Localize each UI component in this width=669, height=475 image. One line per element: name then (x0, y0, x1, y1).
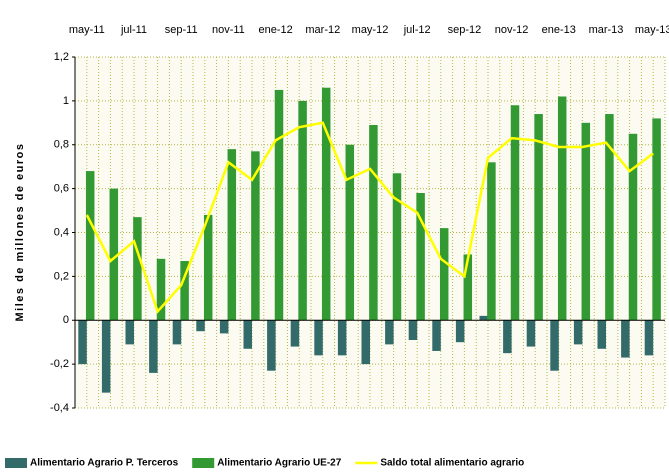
x-tick-label: mar-13 (589, 24, 624, 36)
bar (243, 320, 252, 349)
legend-label: Alimentario Agrario UE-27 (217, 458, 342, 469)
legend-label: Saldo total alimentario agrario (380, 458, 524, 469)
bar (267, 320, 276, 371)
bar (109, 188, 119, 321)
x-tick-label: sep-12 (448, 24, 482, 36)
bar (503, 320, 512, 354)
x-tick-label: may-13 (635, 24, 669, 36)
x-tick-label: mar-12 (305, 24, 340, 36)
bar (534, 114, 543, 321)
bar (557, 96, 567, 321)
bar (526, 320, 536, 347)
bar (361, 320, 370, 365)
bar (85, 171, 95, 321)
y-tick-label: -0,2 (50, 358, 69, 370)
x-tick-label: may-11 (69, 24, 105, 36)
bar (203, 214, 213, 321)
bar (455, 320, 465, 343)
bar (463, 254, 473, 321)
bar (605, 114, 614, 321)
x-tick-label: jul-11 (120, 24, 147, 36)
bar (125, 320, 134, 345)
bar (369, 125, 378, 321)
bar (432, 320, 441, 351)
x-tick-label: nov-11 (212, 24, 245, 36)
bar (314, 320, 323, 356)
legend-swatch (5, 458, 27, 468)
bar (156, 258, 166, 321)
x-tick-label: may-12 (352, 24, 389, 36)
y-axis-label: Miles de millones de euros (14, 143, 26, 322)
y-tick-label: 0,8 (54, 139, 69, 151)
bar (439, 228, 449, 321)
bar (487, 162, 496, 321)
bar (196, 320, 205, 332)
bar (274, 89, 284, 321)
bar (479, 315, 488, 321)
y-tick-label: 1 (63, 95, 69, 107)
legend-label: Alimentario Agrario P. Terceros (30, 458, 179, 469)
x-tick-label: ene-12 (258, 24, 292, 36)
bar (227, 149, 237, 321)
bar (251, 151, 260, 321)
bar (644, 320, 654, 356)
bar (133, 217, 142, 321)
bar (597, 320, 606, 349)
bar (550, 320, 559, 371)
bar (337, 320, 347, 356)
bar (321, 87, 331, 321)
y-tick-label: -0,4 (50, 402, 69, 414)
bar (621, 320, 630, 358)
bar (416, 193, 425, 321)
bar (652, 118, 661, 321)
bar (172, 320, 182, 345)
bar (573, 320, 583, 345)
bar (385, 320, 394, 345)
bar (510, 105, 520, 321)
bar (298, 100, 307, 321)
bar (101, 320, 111, 393)
x-tick-label: ene-13 (542, 24, 576, 36)
bar (581, 122, 591, 321)
x-tick-label: nov-12 (495, 24, 529, 36)
y-tick-label: 0,2 (54, 270, 69, 282)
bar (78, 320, 87, 365)
bar (290, 320, 300, 347)
bar (345, 144, 355, 321)
x-tick-label: jul-12 (403, 24, 431, 36)
legend-swatch (192, 458, 215, 468)
bar (149, 320, 158, 373)
bar (408, 320, 418, 340)
bar (392, 173, 402, 321)
y-tick-label: 1,2 (54, 51, 69, 63)
y-tick-label: 0 (63, 314, 69, 326)
bar (180, 261, 189, 321)
bar (219, 320, 229, 334)
y-tick-label: 0,4 (54, 226, 69, 238)
line (85, 121, 654, 314)
x-tick-label: sep-11 (165, 24, 198, 36)
bar (628, 133, 638, 321)
y-tick-label: 0,6 (54, 183, 69, 195)
